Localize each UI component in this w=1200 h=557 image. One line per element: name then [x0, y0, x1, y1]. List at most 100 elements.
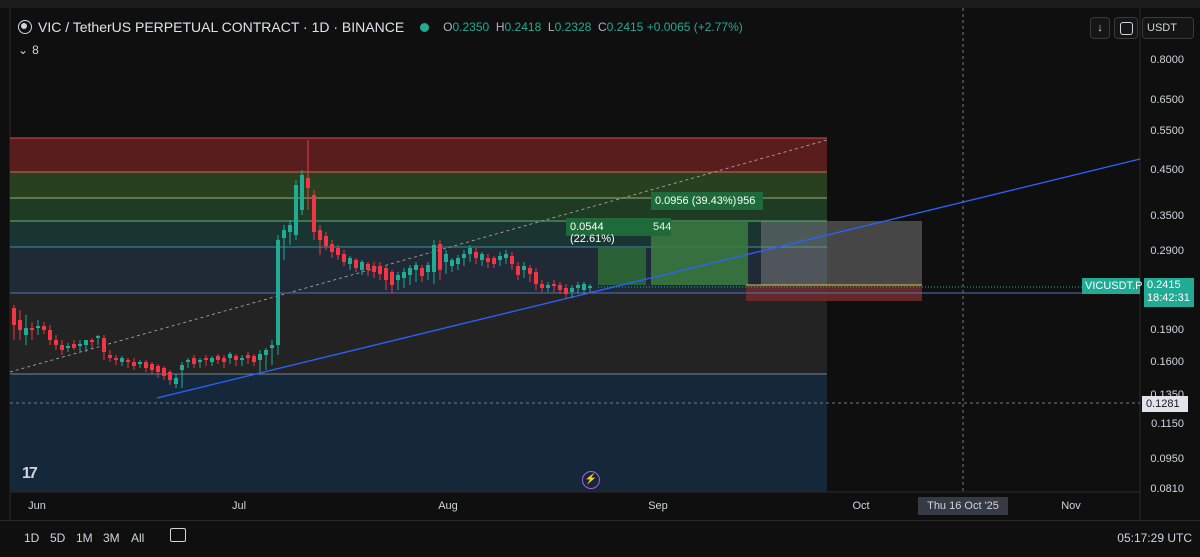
candle-body	[486, 258, 490, 262]
candle-body	[570, 288, 574, 292]
change-value: +0.0065 (+2.77%)	[646, 20, 743, 34]
candle-body	[120, 358, 124, 362]
candle-body	[36, 326, 40, 328]
measure-bars-2: 956	[737, 195, 756, 207]
fib-zone	[10, 293, 827, 374]
lightning-icon[interactable]: ⚡	[582, 471, 600, 489]
symbol-title[interactable]: VIC / TetherUS PERPETUAL CONTRACT · 1D ·…	[38, 19, 405, 35]
candle-body	[534, 272, 538, 284]
measure-label-2: 0.0956 (39.43%)	[655, 195, 737, 207]
indicator-count: 8	[32, 43, 39, 57]
measure-bars-1: 544	[653, 221, 672, 233]
window-top-strip	[0, 0, 1200, 8]
candle-body	[546, 285, 550, 288]
candle-body	[330, 244, 334, 252]
candle-body	[354, 260, 358, 268]
candle-body	[498, 256, 502, 260]
candle-body	[276, 240, 280, 345]
candle-body	[414, 265, 418, 270]
candle-body	[198, 360, 202, 362]
candle-body	[234, 356, 238, 360]
candle-body	[348, 258, 352, 264]
candle-body	[462, 254, 466, 258]
candle-body	[510, 256, 514, 264]
candle-body	[24, 328, 28, 335]
close-value: 0.2415	[606, 20, 644, 34]
chart-legend: VIC / TetherUS PERPETUAL CONTRACT · 1D ·…	[18, 14, 743, 40]
bar-countdown: 18:42:31	[1147, 292, 1190, 304]
candle-body	[78, 344, 82, 346]
candle-body	[564, 288, 568, 294]
high-value: 0.2418	[504, 20, 542, 34]
screenshot-button[interactable]	[1114, 17, 1138, 39]
candle-body	[42, 326, 46, 330]
candle-body	[336, 248, 340, 255]
candle-body	[264, 350, 268, 355]
low-value: 0.2328	[554, 20, 592, 34]
candle-body	[294, 185, 298, 235]
currency-select[interactable]: USDT	[1142, 17, 1194, 39]
clock[interactable]: 05:17:29 UTC	[1117, 531, 1192, 545]
candle-body	[126, 360, 130, 362]
price-tick-label: 0.1900	[1150, 324, 1184, 336]
candle-body	[312, 195, 316, 232]
range-1d[interactable]: 1D	[24, 531, 40, 545]
candle-body	[306, 178, 310, 188]
measure-label-1: 0.0544 (22.61%)	[570, 221, 615, 245]
price-tick-label: 0.3500	[1150, 210, 1184, 222]
candle-body	[228, 354, 232, 358]
candle-body	[216, 356, 220, 360]
candle-body	[12, 308, 16, 325]
measure-label-bg	[651, 192, 763, 210]
download-button[interactable]: ↓	[1090, 17, 1110, 39]
time-tick-label: Nov	[1061, 500, 1081, 512]
chevron-down-icon: ⌄	[18, 43, 29, 57]
time-tick-label: Jul	[231, 500, 247, 512]
candle-body	[270, 345, 274, 348]
candle-body	[372, 266, 376, 272]
indicator-toggle[interactable]: ⌄ 8	[18, 43, 39, 57]
candle-body	[360, 262, 364, 270]
candle-body	[390, 272, 394, 285]
candle-body	[432, 245, 436, 272]
candle-body	[90, 340, 94, 342]
time-tick-label: Oct	[852, 500, 870, 512]
candle-body	[576, 285, 580, 288]
candle-body	[516, 266, 520, 275]
candle-body	[366, 264, 370, 270]
candle-body	[492, 258, 496, 264]
candle-body	[252, 356, 256, 362]
candle-body	[324, 236, 328, 246]
calendar-icon[interactable]	[170, 528, 186, 542]
last-price: 0.2415	[1147, 279, 1181, 291]
price-tick-label: 0.8000	[1150, 54, 1184, 66]
candle-body	[444, 254, 448, 262]
candle-body	[168, 372, 172, 380]
candle-body	[396, 275, 400, 280]
candle-body	[102, 338, 106, 352]
symbol-logo-icon	[18, 20, 32, 34]
measure-label-bg	[566, 218, 671, 236]
range-5d[interactable]: 5D	[50, 531, 66, 545]
range-3m[interactable]: 3M	[103, 531, 120, 545]
open-value: 0.2350	[452, 20, 490, 34]
candle-body	[48, 330, 52, 340]
candle-body	[288, 225, 292, 232]
arrow-down-icon: ↓	[1097, 22, 1103, 34]
price-tick-label: 0.2900	[1150, 245, 1184, 257]
candle-body	[522, 266, 526, 270]
candle-body	[222, 358, 226, 362]
price-tick-label: 0.1600	[1150, 356, 1184, 368]
range-all[interactable]: All	[131, 531, 145, 545]
fib-zone-bottom	[10, 374, 827, 492]
candle-body	[384, 268, 388, 280]
candle-body	[378, 266, 382, 274]
candle-body	[138, 362, 142, 364]
crosshair-price-tag: 0.1281	[1142, 396, 1188, 412]
candle-body	[186, 360, 190, 362]
candle-body	[456, 258, 460, 264]
price-chart[interactable]	[0, 8, 1200, 556]
candle-body	[582, 284, 586, 290]
range-1m[interactable]: 1M	[76, 531, 93, 545]
candle-body	[552, 284, 556, 286]
